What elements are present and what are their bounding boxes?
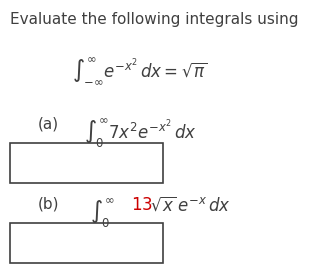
Text: $\int_{0}^{\infty} 7x^2 e^{-x^2}\, dx$: $\int_{0}^{\infty} 7x^2 e^{-x^2}\, dx$ <box>84 116 197 150</box>
FancyBboxPatch shape <box>10 143 162 183</box>
Text: (a): (a) <box>37 116 58 131</box>
Text: Evaluate the following integrals using: Evaluate the following integrals using <box>10 12 298 27</box>
Text: $13$: $13$ <box>131 197 152 214</box>
FancyBboxPatch shape <box>10 223 162 263</box>
Text: $\int_{-\infty}^{\infty} e^{-x^2}\, dx = \sqrt{\pi}$: $\int_{-\infty}^{\infty} e^{-x^2}\, dx =… <box>72 55 208 86</box>
Text: $\int_{0}^{\infty}$: $\int_{0}^{\infty}$ <box>90 197 115 230</box>
Text: $\sqrt{x}\,e^{-x}\, dx$: $\sqrt{x}\,e^{-x}\, dx$ <box>150 197 231 215</box>
Text: (b): (b) <box>37 197 59 211</box>
